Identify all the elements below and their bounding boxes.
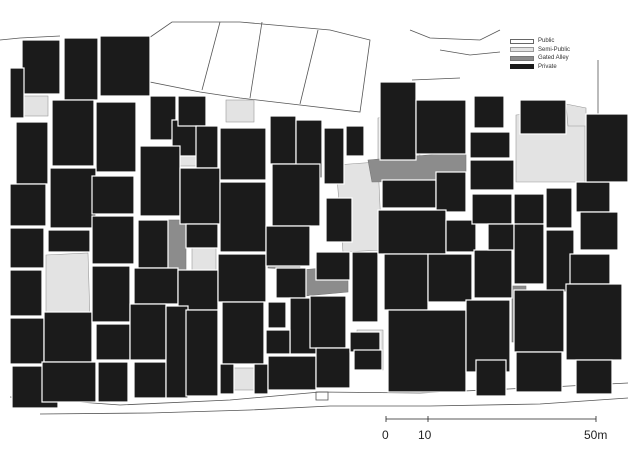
legend-item-semi-public: Semi-Public: [510, 46, 620, 54]
scale-label-10: 10: [418, 428, 432, 442]
legend-label: Gated Alley: [538, 55, 569, 61]
legend-swatch-private: [510, 64, 534, 69]
scale-label-0: 0: [382, 428, 389, 442]
legend-label: Public: [538, 38, 555, 44]
scale-bar: [385, 416, 597, 422]
private-blocks: [9, 35, 628, 409]
legend-swatch-gated-alley: [510, 55, 534, 61]
legend-label: Private: [538, 63, 557, 70]
legend-swatch-semi-public: [510, 47, 534, 52]
map-legend: Public Semi-Public Gated Alley Private: [510, 37, 620, 71]
legend-label: Semi-Public: [538, 46, 571, 53]
legend-item-gated-alley: Gated Alley: [510, 54, 620, 62]
legend-item-public: Public: [510, 37, 620, 45]
legend-swatch-public: [510, 38, 534, 44]
legend-item-private: Private: [510, 63, 620, 71]
scale-label-50m: 50m: [584, 428, 608, 442]
